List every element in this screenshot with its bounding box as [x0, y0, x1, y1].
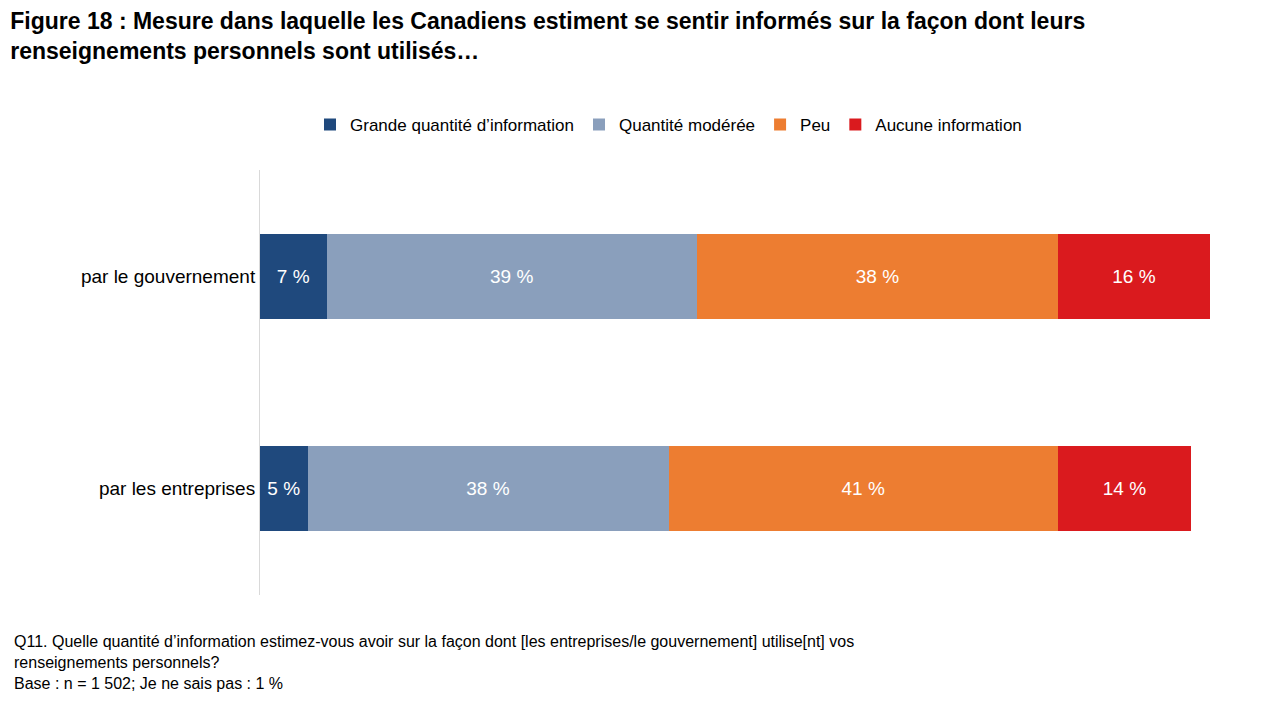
svg-text:14 %: 14 % [1103, 478, 1146, 499]
svg-text:Figure 18 : Mesure dans laquel: Figure 18 : Mesure dans laquelle les Can… [10, 8, 1085, 64]
svg-text:par les entreprises: par les entreprises [99, 478, 255, 499]
svg-text:7 %: 7 % [277, 266, 310, 287]
svg-text:Q11. Quelle quantité d’informa: Q11. Quelle quantité d’information estim… [14, 633, 854, 692]
svg-text:Peu: Peu [800, 116, 830, 135]
svg-text:par le gouvernement: par le gouvernement [81, 266, 256, 287]
svg-text:39 %: 39 % [490, 266, 533, 287]
svg-text:Grande quantité d’information: Grande quantité d’information [350, 116, 574, 135]
svg-text:38 %: 38 % [466, 478, 509, 499]
svg-text:Aucune information: Aucune information [875, 116, 1021, 135]
svg-text:38 %: 38 % [856, 266, 899, 287]
svg-text:Quantité modérée: Quantité modérée [619, 116, 755, 135]
svg-text:5 %: 5 % [267, 478, 300, 499]
svg-text:41 %: 41 % [842, 478, 885, 499]
svg-text:16 %: 16 % [1112, 266, 1155, 287]
